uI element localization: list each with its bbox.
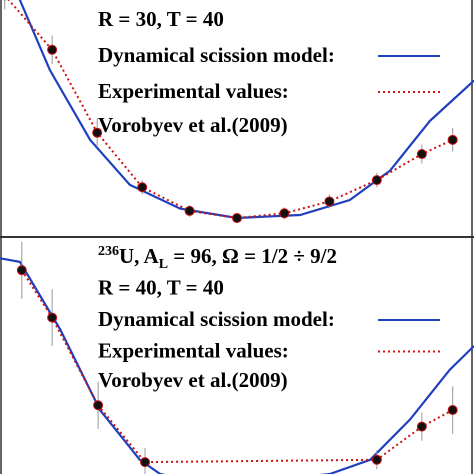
data-point (16, 265, 27, 276)
data-point (47, 44, 58, 55)
data-point (447, 134, 458, 145)
plot-area (3, 0, 474, 224)
data-point (232, 213, 242, 224)
data-point (92, 127, 103, 138)
annotation: Vorobyev et al.(2009) (98, 113, 288, 137)
mass-number: 236 (98, 244, 119, 259)
data-point (93, 400, 104, 411)
data-point (371, 454, 382, 465)
annotation: Vorobyev et al.(2009) (98, 368, 288, 392)
panel-label: 236U, AL = 96, Ω = 1/2 ÷ 9/2 (98, 244, 337, 272)
data-point (140, 457, 151, 468)
data-point (371, 175, 382, 186)
data-point (47, 312, 58, 323)
data-point (416, 149, 427, 160)
series-line (20, 269, 454, 464)
data-point (137, 182, 148, 193)
legend-label: Experimental values: (98, 339, 289, 363)
series-line (18, 0, 474, 220)
element: U, A (119, 244, 160, 268)
annotation: R = 30, T = 40 (98, 7, 224, 31)
annotation: R = 40, T = 40 (98, 276, 224, 300)
data-point (324, 196, 335, 207)
data-point (279, 208, 290, 219)
data-point (447, 405, 458, 416)
legend-label: Experimental values: (98, 79, 289, 103)
label-rest: = 96, Ω = 1/2 ÷ 9/2 (168, 244, 337, 268)
plot-area (0, 241, 474, 474)
data-point (184, 205, 195, 216)
series-line (7, 0, 454, 220)
series-line (0, 257, 474, 474)
data-point (416, 421, 427, 432)
subscript: L (159, 257, 168, 272)
legend-label: Dynamical scission model: (98, 43, 335, 67)
legend-label: Dynamical scission model: (98, 307, 335, 331)
